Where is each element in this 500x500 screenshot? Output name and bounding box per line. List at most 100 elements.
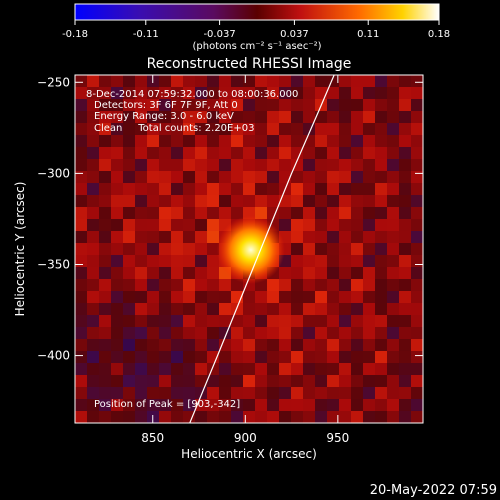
heatmap-cell	[207, 255, 220, 268]
heatmap-cell	[375, 327, 388, 340]
heatmap-cell	[87, 279, 100, 292]
heatmap-cell	[207, 171, 220, 184]
heatmap-cell	[351, 267, 364, 280]
heatmap-cell	[303, 111, 316, 124]
heatmap-cell	[135, 75, 148, 88]
heatmap-cell	[171, 87, 184, 100]
heatmap-cell	[87, 87, 100, 100]
heatmap-cell	[135, 243, 148, 256]
heatmap-cell	[75, 207, 88, 220]
heatmap-cell	[75, 135, 88, 148]
heatmap-cell	[75, 195, 88, 208]
heatmap-cell	[255, 291, 268, 304]
heatmap-cell	[315, 243, 328, 256]
heatmap-cell	[387, 387, 400, 400]
heatmap-cell	[243, 183, 256, 196]
heatmap-cell	[111, 159, 124, 172]
heatmap-cell	[351, 87, 364, 100]
heatmap-cell	[123, 399, 136, 412]
heatmap-cell	[171, 351, 184, 364]
heatmap-cell	[87, 207, 100, 220]
heatmap-cell	[111, 219, 124, 232]
heatmap-cell	[411, 267, 423, 280]
annotations: 8-Dec-2014 07:59:32.000 to 08:00:36.000 …	[86, 89, 298, 410]
heatmap-cell	[291, 171, 304, 184]
heatmap-cell	[315, 159, 328, 172]
heatmap-cell	[279, 195, 292, 208]
heatmap-cell	[207, 219, 220, 232]
heatmap-cell	[147, 339, 160, 352]
heatmap-cell	[291, 111, 304, 124]
heatmap-cell	[339, 315, 352, 328]
heatmap-cell	[123, 351, 136, 364]
heatmap-cell	[411, 219, 423, 232]
heatmap-cell	[183, 111, 196, 124]
heatmap-cell	[267, 363, 280, 376]
heatmap-cell	[135, 387, 148, 400]
heatmap-cell	[87, 75, 100, 88]
heatmap-cell	[171, 243, 184, 256]
heatmap-cell	[399, 87, 412, 100]
heatmap-cell	[219, 387, 232, 400]
heatmap-cell	[279, 99, 292, 112]
heatmap-cell	[87, 375, 100, 388]
heatmap-cell	[387, 315, 400, 328]
heatmap-cell	[267, 183, 280, 196]
heatmap-cell	[219, 183, 232, 196]
heatmap-cell	[99, 111, 112, 124]
heatmap-cell	[291, 351, 304, 364]
heatmap-cell	[339, 339, 352, 352]
heatmap-cell	[255, 327, 268, 340]
heatmap-cell	[375, 87, 388, 100]
heatmap-cell	[171, 339, 184, 352]
heatmap-cell	[363, 207, 376, 220]
heatmap-cell	[183, 327, 196, 340]
heatmap-cell	[375, 231, 388, 244]
heatmap-cell	[159, 363, 172, 376]
heatmap-cell	[75, 219, 88, 232]
heatmap-cell	[135, 291, 148, 304]
heatmap-cell	[351, 375, 364, 388]
heatmap-cell	[219, 339, 232, 352]
heatmap-cell	[75, 279, 88, 292]
heatmap-cell	[291, 399, 304, 412]
heatmap-cell	[159, 303, 172, 316]
heatmap-cell	[279, 339, 292, 352]
heatmap-cell	[363, 159, 376, 172]
heatmap-cell	[339, 75, 352, 88]
heatmap-cell	[135, 411, 148, 423]
heatmap-cell	[147, 327, 160, 340]
heatmap-cell	[123, 99, 136, 112]
heatmap-cell	[147, 279, 160, 292]
heatmap-cell	[291, 279, 304, 292]
heatmap-cell	[183, 351, 196, 364]
heatmap-cell	[387, 339, 400, 352]
heatmap-cell	[375, 135, 388, 148]
colorbar-tick-label: 0.11	[357, 29, 379, 40]
heatmap-cell	[123, 123, 136, 136]
heatmap-cell	[267, 315, 280, 328]
heatmap-cell	[411, 351, 423, 364]
annotation-energy: Energy Range: 3.0 - 6.0 keV	[94, 111, 234, 122]
heatmap-cell	[87, 195, 100, 208]
heatmap-cell	[111, 87, 124, 100]
heatmap-cell	[99, 375, 112, 388]
heatmap-cell	[195, 267, 208, 280]
heatmap-cell	[291, 147, 304, 160]
heatmap-cell	[159, 231, 172, 244]
heatmap-cell	[87, 147, 100, 160]
heatmap-cell	[111, 195, 124, 208]
heatmap-cell	[231, 171, 244, 184]
heatmap-cell	[99, 99, 112, 112]
heatmap-cell	[111, 99, 124, 112]
heatmap-cell	[75, 339, 88, 352]
heatmap-cell	[123, 147, 136, 160]
heatmap-cell	[339, 219, 352, 232]
heatmap-cell	[255, 123, 268, 136]
heatmap-cell	[411, 411, 423, 423]
heatmap-cell	[303, 75, 316, 88]
heatmap-cell	[267, 135, 280, 148]
heatmap-cell	[363, 147, 376, 160]
heatmap-cell	[363, 87, 376, 100]
heatmap-cell	[243, 147, 256, 160]
